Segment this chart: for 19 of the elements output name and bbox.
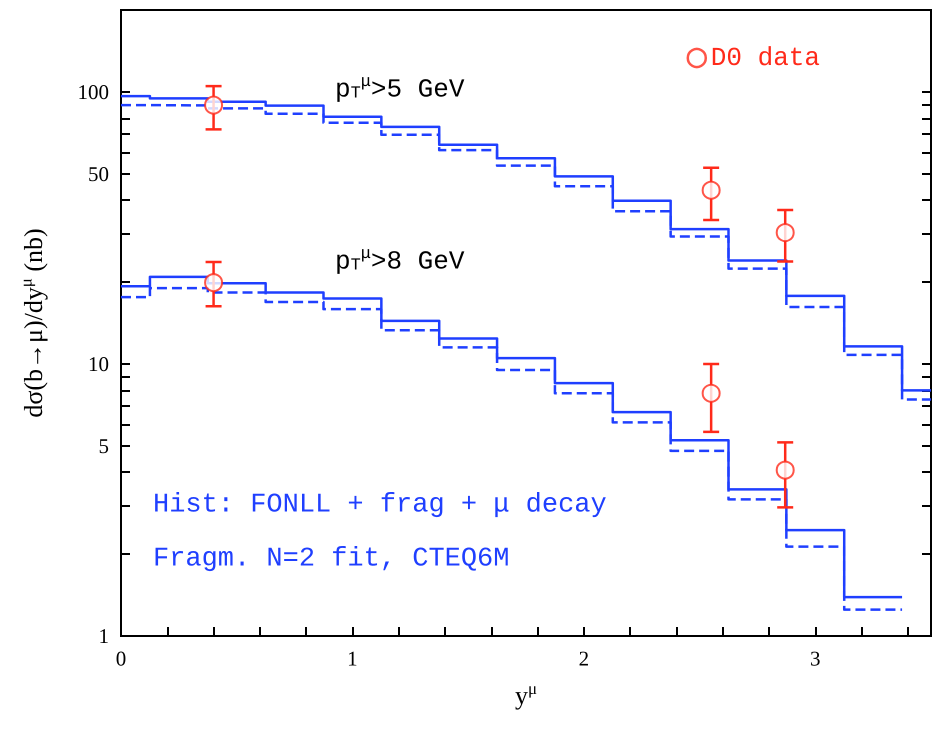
legend-label: D0 data	[710, 43, 820, 73]
y-tick-label: 1	[98, 624, 109, 648]
point	[702, 180, 721, 200]
point	[702, 384, 721, 403]
point	[204, 273, 224, 292]
y-tick-label: 10	[88, 352, 109, 376]
x-tick-label: 2	[578, 646, 590, 670]
y-tick-label: 50	[88, 162, 109, 186]
y-tick-label: 100	[78, 80, 109, 104]
x-tick-label: 3	[810, 646, 821, 670]
x-tick-label: 1	[347, 646, 358, 670]
annotation: Hist: FONLL + frag + μ decay	[153, 490, 607, 520]
point	[776, 460, 795, 480]
x-tick-label: 0	[116, 646, 126, 670]
point	[776, 223, 795, 242]
y-tick-label: 5	[98, 434, 109, 458]
point	[204, 96, 224, 115]
annotation: Fragm. N=2 fit, CTEQ6M	[153, 544, 510, 574]
y-axis-title: dσ(b→μ)/dyμ (nb)	[16, 228, 48, 418]
